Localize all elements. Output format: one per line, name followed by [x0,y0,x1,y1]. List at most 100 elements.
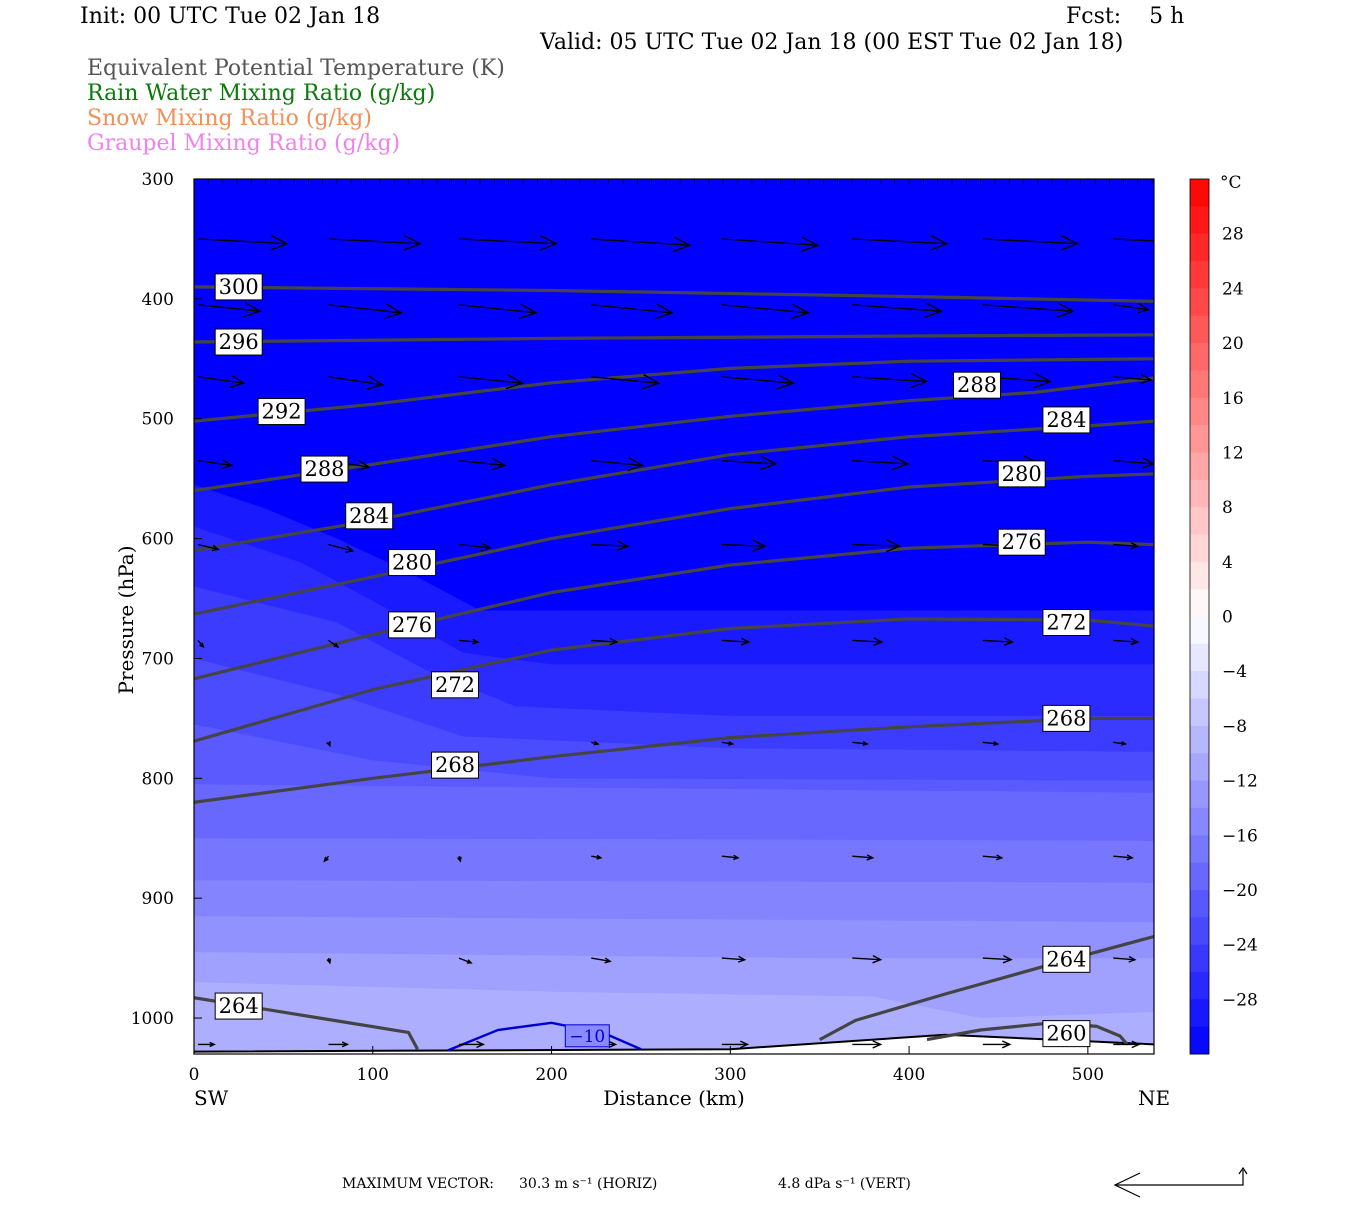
theta-e-label: 272 [431,671,480,699]
colorbar-segment [1190,288,1209,317]
colorbar-tick-label: −16 [1222,826,1258,846]
theta-e-line [194,472,1154,616]
wind-vector-shaft [721,957,745,961]
wind-vector-shaft [1113,855,1133,859]
wind-vector-shaft [591,543,628,547]
theta-e-label-text: 288 [957,373,997,397]
y-tick-label: 500 [142,410,174,430]
wind-vector-head [480,542,492,552]
isotherm-label: −10 [564,1024,610,1048]
colorbar-segment [1190,917,1209,946]
wind-vector [1113,373,1153,385]
wind-vector [458,638,480,645]
isotherm-line [447,1021,642,1052]
wind-vector-shaft [197,459,232,467]
legend-entry: Rain Water Mixing Ratio (g/kg) [87,81,436,106]
wind-vector-head [1121,741,1128,746]
terrain [194,1034,1154,1054]
theta-e-label-box [214,273,263,301]
wind-vector-shaft [328,238,421,245]
colorbar-segment [1190,780,1209,809]
wind-vector [852,302,944,318]
wind-vector-shaft [458,639,478,643]
theta-e-label-box [431,751,480,779]
colorbar-segment [1190,343,1209,371]
y-tick-label: 800 [142,769,174,789]
wind-vector-shaft [852,639,883,643]
theta-e-label: 268 [1042,704,1091,732]
axes: 300 400 500 600 700 800 900 1000 0 100 200 300 400 50… [131,170,1153,1085]
wind-vector-shaft [197,238,288,245]
wind-vector-head [466,959,473,964]
wind-vector-head [539,235,558,251]
wind-vector-head [1002,955,1013,964]
x-tick-label: 100 [357,1065,389,1085]
wind-vector-head [776,373,796,390]
colorbar-segment [1190,671,1209,700]
wind-vector-head [866,854,875,861]
wind-vector [982,854,1004,861]
colorbar-tick-label: 28 [1222,225,1244,245]
wind-vector-shaft [1113,543,1138,547]
wind-vector-shaft [721,459,776,465]
wind-vector-head [199,642,205,649]
wind-vector-shaft [982,304,1074,312]
y-tick-label: 600 [142,530,174,550]
legend-entry: Equivalent Potential Temperature (K) [87,56,505,81]
colorbar-frame [1189,178,1210,1055]
wind-vector-head [1126,854,1134,861]
wind-vector [852,741,869,747]
theta-e-label-text: 260 [1046,1022,1086,1046]
theta-e-label-text: 276 [392,613,432,637]
wind-vector-shaft [1113,639,1138,643]
theta-e-label-text: 272 [435,673,475,697]
wind-vector-head [791,303,810,320]
colorbar-tick-label: 20 [1222,334,1244,354]
theta-e-label-text: 280 [1002,462,1042,486]
max-vector-vert: 4.8 dPa s⁻¹ (VERT) [778,1176,911,1192]
wind-vector-head [993,741,1000,747]
wind-vector-head [728,740,735,746]
theta-e-label-text: 264 [219,994,259,1018]
theta-e-label-text: 300 [219,275,259,299]
wind-vector-head [617,540,630,551]
theta-e-label-text: 288 [304,457,344,481]
wind-vector-shaft [328,304,402,314]
colorbar-segment [1190,507,1209,535]
theta-e-label-box [214,328,263,356]
wind-vector [1113,542,1140,550]
wind-vector-shaft [458,238,557,245]
wind-vector-shaft [852,304,942,312]
wind-vector [982,637,1015,647]
wind-vector [1113,854,1134,861]
cross-section-chart: 3002962922882882842842802802762762722722… [114,170,1258,1110]
wind-vector-shaft [458,304,537,314]
wind-vector-head [872,1040,883,1049]
wind-vector-head [872,955,883,964]
forecast-hour: Fcst: 5 h [1066,4,1185,29]
wind-vector-shaft [721,855,739,859]
wind-vector-shaft [197,543,219,551]
wind-vector-head [476,1040,486,1049]
theta-e-label-text: 284 [349,504,389,528]
wind-vector [328,1041,350,1048]
wind-vector-shaft [721,639,749,643]
wind-vector-head [733,854,740,861]
colorbar-tick-label: −28 [1222,990,1258,1010]
wind-vector [1113,741,1128,746]
wind-vector-shaft [591,376,659,384]
wind-vector [591,457,645,472]
theta-e-label: 260 [1042,1020,1091,1048]
wind-vector [1113,1040,1141,1049]
wind-vector-shaft [1113,459,1154,465]
wind-vector-shaft [1113,957,1135,961]
colorbar-segment [1190,370,1209,399]
wind-vector-head [326,741,331,748]
wind-vector-shaft [852,238,947,245]
wind-vector-shaft [721,304,809,314]
wind-vector-head [924,302,944,318]
wind-vector-shaft [852,459,908,465]
wind-vector-head [593,740,600,746]
colorbar-segment [1190,698,1209,727]
wind-vector-shaft [982,238,1078,245]
